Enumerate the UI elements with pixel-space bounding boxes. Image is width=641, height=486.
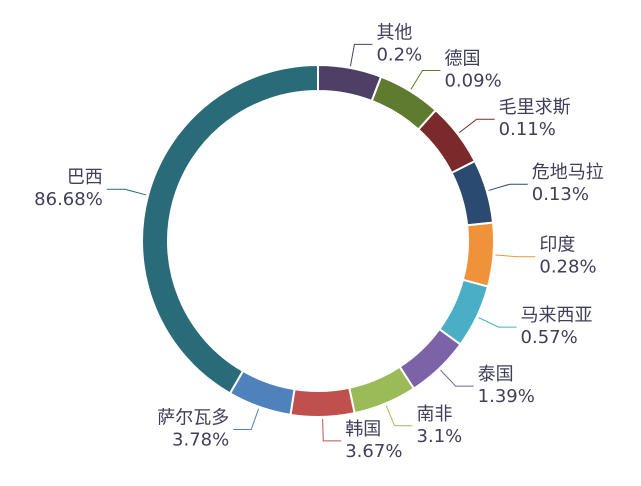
slice-value: 3.1% xyxy=(417,426,463,447)
leader-line xyxy=(478,317,517,328)
slice xyxy=(450,159,495,227)
slice xyxy=(416,108,477,175)
leader-line xyxy=(106,188,147,196)
slice-name: 毛里求斯 xyxy=(499,97,571,118)
slice-name: 印度 xyxy=(539,235,575,256)
slice-name: 泰国 xyxy=(478,364,514,385)
slice xyxy=(289,386,356,418)
slice-name: 萨尔瓦多 xyxy=(157,408,229,429)
slice-value: 3.67% xyxy=(345,441,402,462)
slice-value: 3.78% xyxy=(172,430,229,451)
leader-line xyxy=(233,408,260,431)
leader-line xyxy=(410,69,441,90)
slice-value: 0.2% xyxy=(376,44,422,65)
slice-name: 危地马拉 xyxy=(532,162,604,183)
leader-line xyxy=(495,254,536,258)
leader-line xyxy=(349,43,373,67)
slice xyxy=(141,63,319,395)
leader-line xyxy=(458,118,495,134)
slice-name: 德国 xyxy=(444,48,480,69)
leader-line xyxy=(488,183,528,191)
leader-line xyxy=(322,418,342,442)
slice-value: 0.13% xyxy=(532,184,589,205)
slice-value: 1.39% xyxy=(478,386,535,407)
leader-line xyxy=(385,405,413,427)
slice xyxy=(461,221,495,288)
slice-value: 0.09% xyxy=(444,70,501,91)
slice-value: 0.57% xyxy=(521,327,578,348)
slice-value: 0.28% xyxy=(539,257,596,278)
slice-name: 巴西 xyxy=(67,167,103,188)
slice xyxy=(348,365,416,415)
slice-name: 马来西亚 xyxy=(521,305,593,326)
slice-value: 86.68% xyxy=(34,189,103,210)
leader-line xyxy=(440,369,474,387)
slice-value: 0.11% xyxy=(499,119,556,140)
slice-name: 南非 xyxy=(417,404,453,425)
slice xyxy=(317,63,383,103)
slice-name: 其他 xyxy=(376,22,412,43)
slice-name: 韩国 xyxy=(345,419,381,440)
